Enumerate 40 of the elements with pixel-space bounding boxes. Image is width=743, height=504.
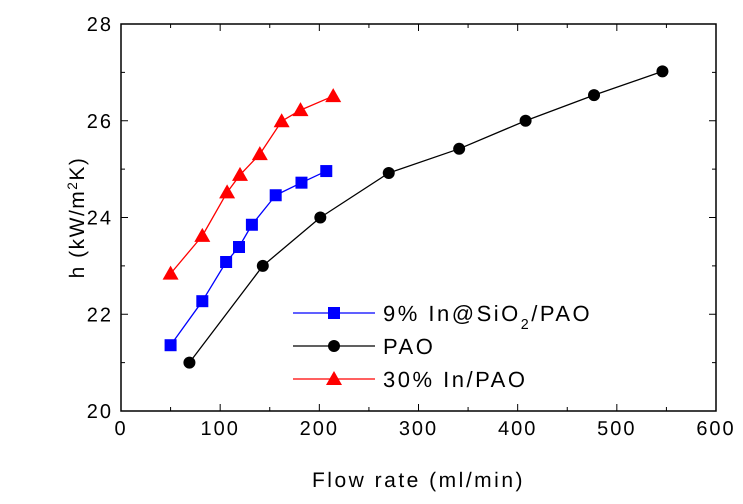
point: [274, 113, 290, 128]
x-axis-title: Flow rate (ml/min): [312, 469, 526, 492]
point: [325, 88, 342, 102]
y-tick-label: 28: [86, 14, 113, 36]
point: [453, 142, 466, 155]
point: [588, 89, 600, 102]
point: [314, 212, 326, 224]
point: [256, 260, 269, 272]
y-tick-label: 20: [86, 401, 113, 423]
point: [520, 114, 532, 127]
point: [382, 166, 395, 179]
point: [183, 356, 196, 369]
point: [295, 176, 308, 189]
x-tick-label: 600: [696, 418, 736, 440]
point: [320, 165, 332, 178]
legend-label: 9% In@SiO$_{2}$/PAO: [383, 301, 592, 333]
point: [162, 266, 179, 280]
point: [252, 146, 268, 160]
point: [233, 241, 246, 254]
point: [164, 339, 177, 352]
point: [246, 218, 258, 231]
y-tick-label: 24: [86, 208, 113, 230]
point: [656, 65, 668, 78]
x-tick-label: 100: [200, 418, 240, 440]
x-tick-label: 400: [498, 418, 538, 440]
x-tick-label: 300: [398, 418, 438, 440]
point: [219, 184, 236, 198]
point: [232, 166, 248, 181]
point: [270, 189, 282, 202]
legend-label: 30% In/PAO: [383, 367, 528, 392]
x-tick-label: 500: [597, 418, 637, 440]
point: [220, 256, 232, 268]
y-tick-label: 26: [86, 110, 113, 133]
legend-label: PAO: [383, 334, 436, 359]
point: [194, 228, 210, 242]
point: [292, 102, 308, 116]
x-tick-label: 0: [114, 418, 128, 440]
point: [196, 295, 208, 308]
y-tick-label: 22: [86, 304, 113, 326]
x-tick-label: 200: [300, 418, 340, 440]
